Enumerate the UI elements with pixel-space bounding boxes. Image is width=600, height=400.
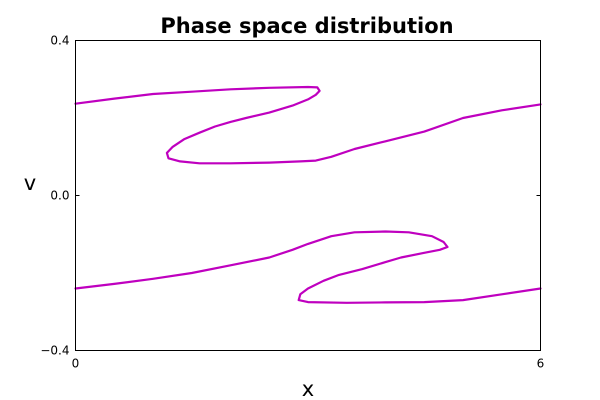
x-tick-label: 0: [72, 357, 80, 371]
chart-title: Phase space distribution: [160, 14, 453, 38]
y-tick-label: −0.4: [40, 344, 69, 358]
x-tick-label: 6: [537, 357, 545, 371]
y-axis-label: v: [24, 171, 36, 195]
plot-area: [74, 40, 542, 351]
curve-group: [74, 85, 542, 304]
phase-curve-1: [74, 85, 542, 165]
x-axis-label: x: [302, 377, 314, 400]
y-tick-label: 0.0: [50, 189, 69, 203]
y-tick-label: 0.4: [50, 34, 69, 48]
phase-curve-2: [74, 230, 542, 304]
axis-ticks: 0.4 0.0 −0.40 6: [40, 34, 544, 371]
